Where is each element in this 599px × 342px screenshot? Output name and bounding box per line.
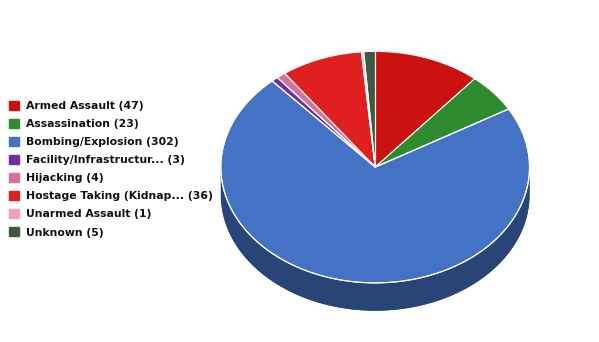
Polygon shape <box>221 81 530 283</box>
Polygon shape <box>277 74 375 167</box>
Polygon shape <box>285 52 375 167</box>
Polygon shape <box>364 51 375 167</box>
Polygon shape <box>375 79 509 167</box>
Polygon shape <box>221 170 530 311</box>
Polygon shape <box>272 78 375 167</box>
Polygon shape <box>361 52 375 167</box>
Polygon shape <box>221 81 530 283</box>
Polygon shape <box>221 167 530 311</box>
Legend: Armed Assault (47), Assassination (23), Bombing/Explosion (302), Facility/Infras: Armed Assault (47), Assassination (23), … <box>1 92 221 246</box>
Polygon shape <box>375 51 475 167</box>
